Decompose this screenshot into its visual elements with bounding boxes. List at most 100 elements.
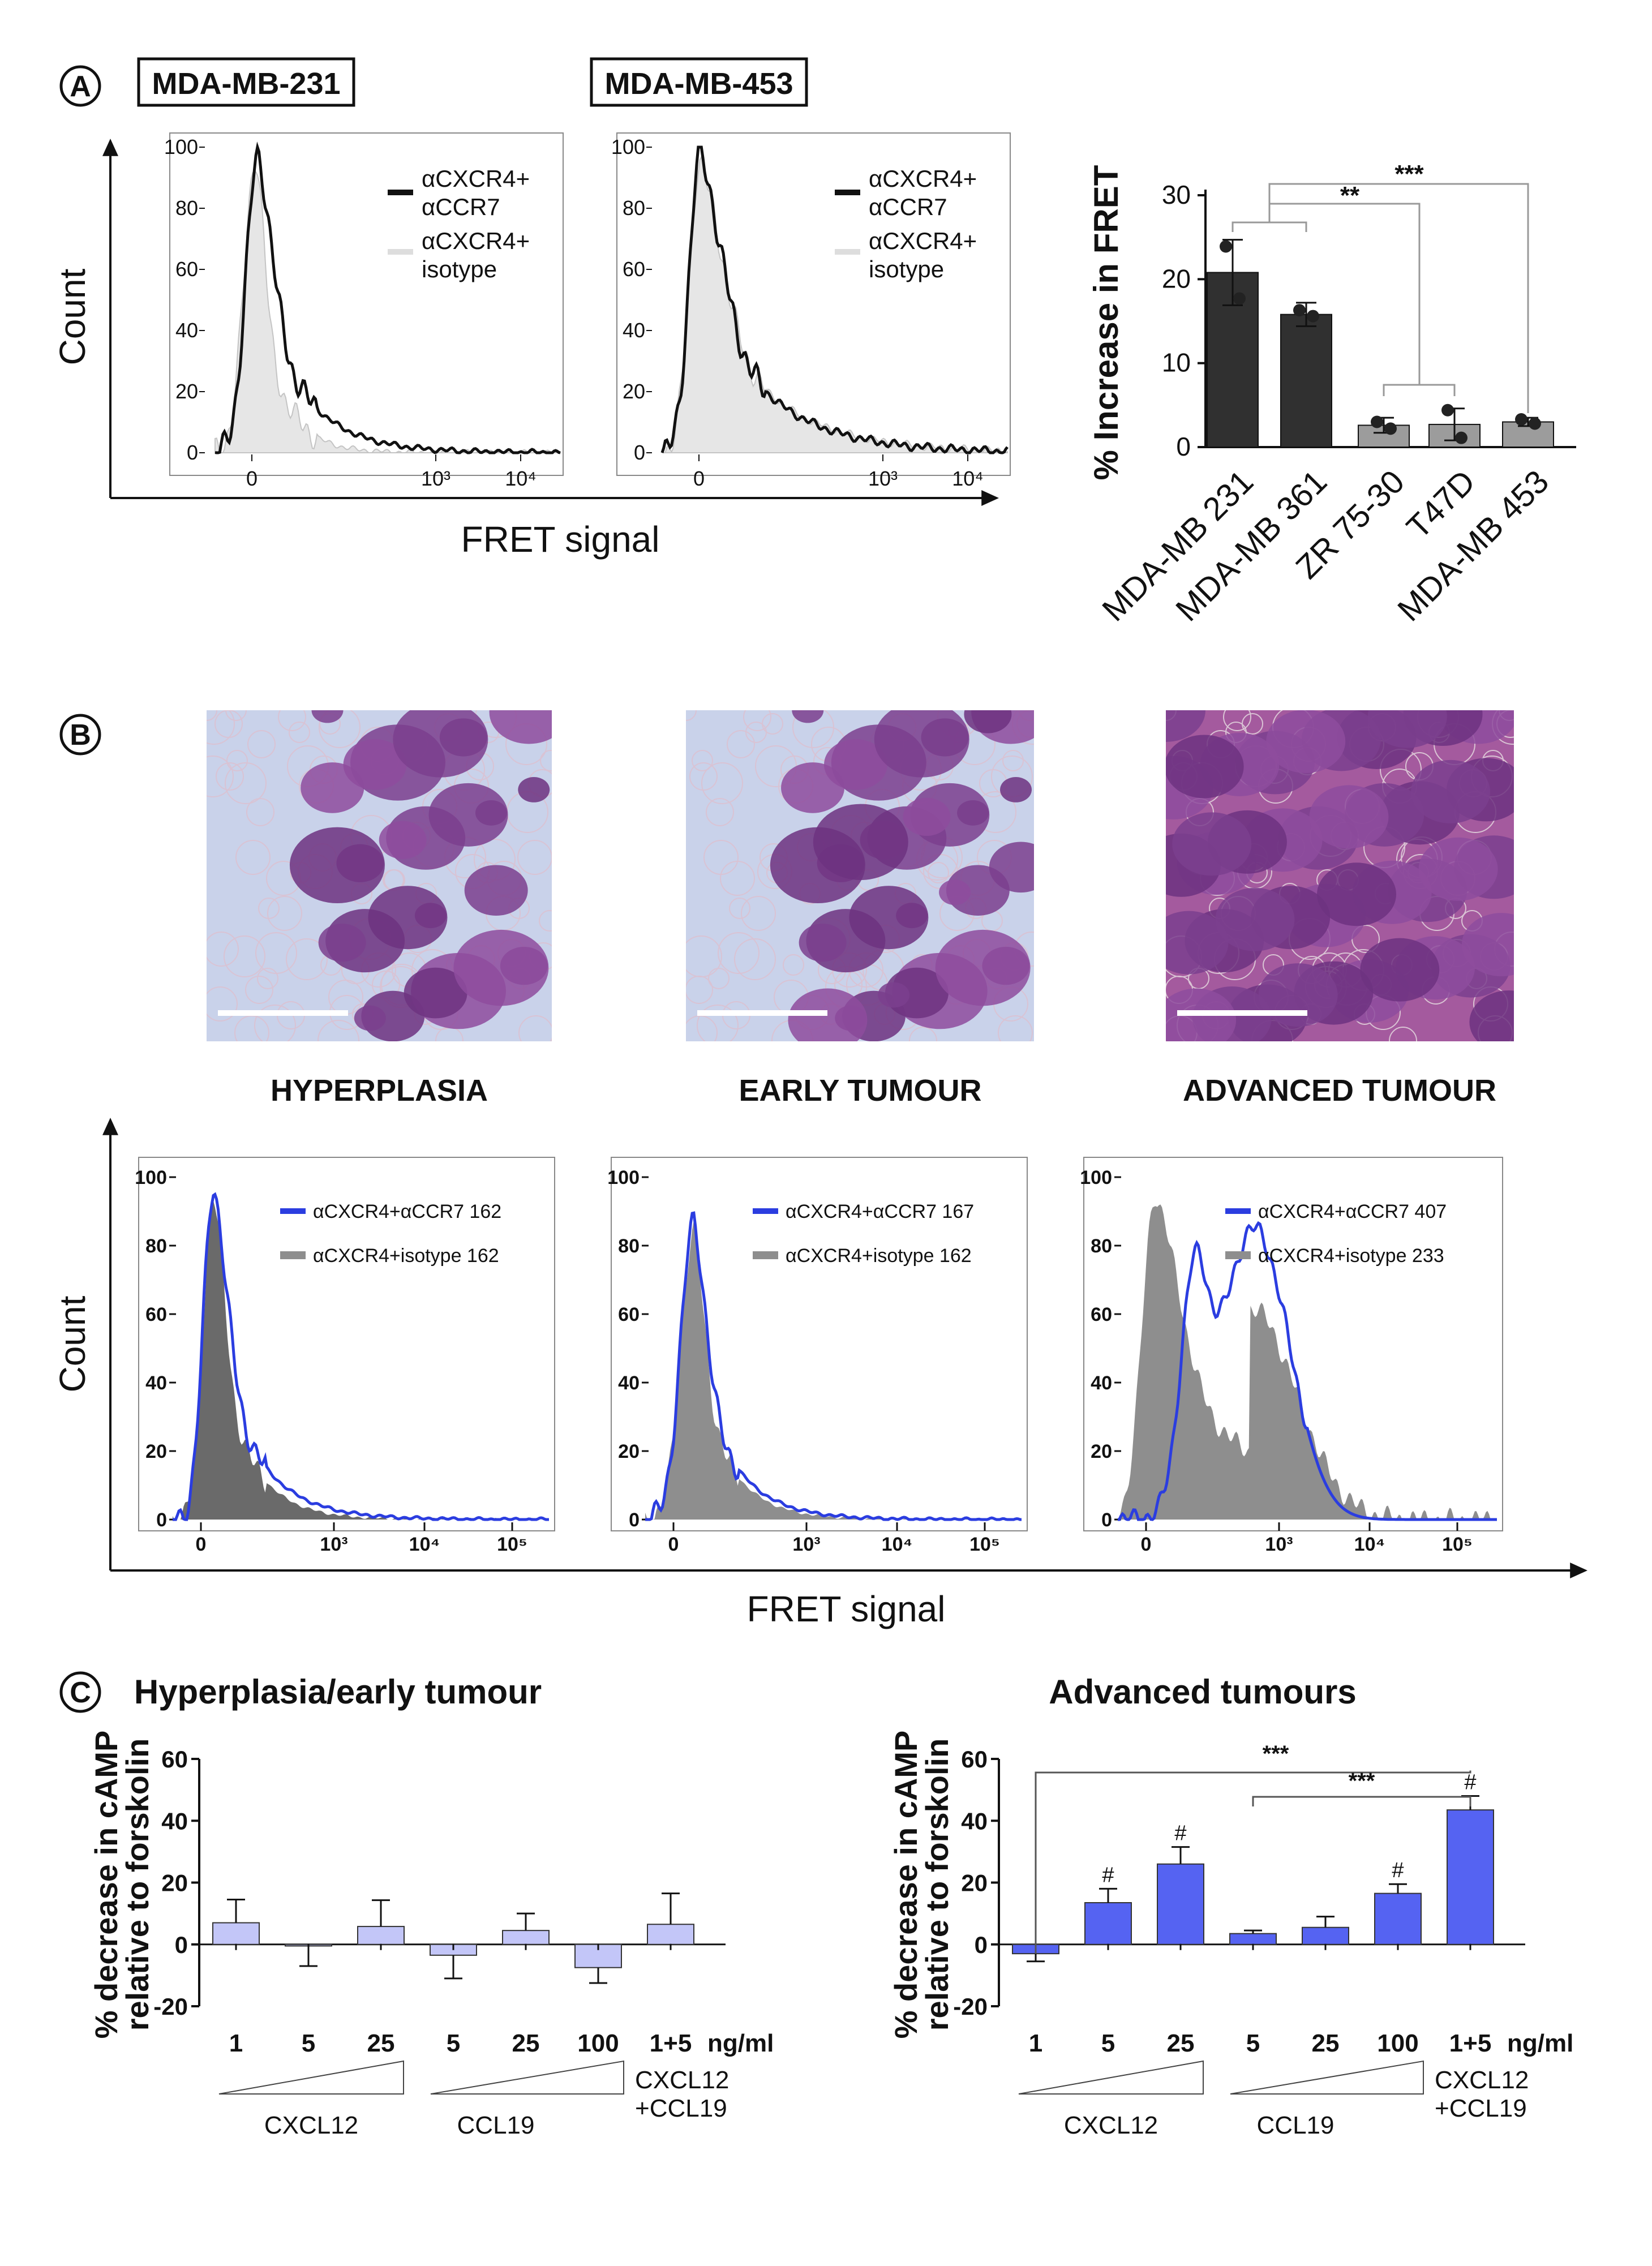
micrograph-cell-1-17 <box>909 1027 937 1041</box>
micrograph-cell-1-83 <box>697 1005 739 1041</box>
hist-b-ytick-1-4: 80 <box>618 1235 640 1257</box>
micrograph-cell-1-32 <box>692 750 713 771</box>
micrograph-cell-1-40 <box>783 954 804 976</box>
camp-group-ccl19-1: CCL19 <box>1257 2112 1335 2139</box>
micrograph-lobule-2-42 <box>1172 812 1252 876</box>
camp-hash-1-1: # <box>1102 1863 1114 1887</box>
micrograph-lobule-0-14 <box>289 827 385 903</box>
hist-b-ytick-0-2: 40 <box>145 1372 167 1394</box>
micrograph-lobule-1-31 <box>903 797 951 836</box>
hist-b-xtick-0-2: 10⁴ <box>409 1534 440 1555</box>
hist-a-ytick-0-5: 100 <box>164 135 198 158</box>
hist-a-ytick-1-2: 40 <box>623 319 645 342</box>
micrograph-lobule-0-20 <box>518 777 550 802</box>
camp-bar-0-2 <box>357 1926 405 1945</box>
hist-title-1: MDA-MB-453 <box>604 67 793 101</box>
fret-point-4-1 <box>1529 417 1541 430</box>
micrograph-cell-1-6 <box>998 1015 1033 1041</box>
hist-a-xtick-0-1: 10³ <box>421 467 450 490</box>
hist-a-xtick-0-0: 0 <box>246 467 258 490</box>
camp-conc-0-1: 5 <box>302 2029 315 2057</box>
camp-ramp-cxcl12-0 <box>218 2060 404 2095</box>
micrograph-cell-1-84 <box>762 713 783 735</box>
camp-conc-1-6: 1+5 <box>1449 2029 1492 2057</box>
micrograph-cell-0-52 <box>289 722 310 743</box>
fret-sig-double: ** <box>1340 182 1360 209</box>
camp-sig-outer-1: *** <box>1263 1741 1289 1766</box>
hist-b-ytick-1-2: 40 <box>618 1372 640 1394</box>
micrograph-cell-0-76 <box>225 710 247 721</box>
camp-sig-inner-1: *** <box>1349 1769 1375 1793</box>
panel-label-b: B <box>70 719 91 752</box>
fret-point-2-0 <box>1371 415 1383 428</box>
camp-bar-1-6 <box>1447 1809 1494 1945</box>
micrograph-cell-1-13 <box>689 762 718 791</box>
hist-b-ytick-2-3: 60 <box>1091 1304 1112 1325</box>
hist-a-ytick-1-5: 100 <box>611 135 645 158</box>
hist-b-ytick-0-1: 20 <box>145 1441 167 1462</box>
panel-a-x-label: FRET signal <box>461 519 660 560</box>
micrograph-cell-0-7 <box>225 762 267 804</box>
hist-b-xtick-2-2: 10⁴ <box>1354 1534 1385 1555</box>
micrograph-lobule-2-41 <box>1469 990 1514 1041</box>
panel-label-a: A <box>70 70 91 103</box>
hist-a-ccr7-0 <box>214 141 561 454</box>
camp-ytick-1-1: 0 <box>975 1932 988 1958</box>
camp-title-1: Advanced tumours <box>1049 1673 1356 1711</box>
fret-point-2-1 <box>1384 422 1397 435</box>
camp-hash-1-5: # <box>1392 1859 1404 1882</box>
panel-a-y-label: Count <box>52 268 93 365</box>
micrograph-cell-1-58 <box>720 861 755 896</box>
hist-b-legend-grey-1: αCXCR4+isotype 162 <box>786 1245 972 1267</box>
camp-ylabel2-1: relative to forskolin <box>919 1739 955 2031</box>
micrograph-lobule-2-38 <box>1317 862 1397 926</box>
micrograph-inner-2 <box>1166 710 1514 1041</box>
scale-bar-1 <box>697 1010 827 1016</box>
micrograph-cell-2-84 <box>1242 713 1263 735</box>
hist-a-xtick-1-1: 10³ <box>868 467 898 490</box>
hist-a-isotype-0 <box>214 171 561 453</box>
camp-ytick-0-1: 0 <box>175 1932 188 1958</box>
camp-ylabel1-0: % decrease in cAMP <box>88 1731 124 2039</box>
micrograph-1 <box>686 710 1034 1041</box>
fret-point-4-0 <box>1515 413 1527 426</box>
camp-ylabel1-1: % decrease in cAMP <box>888 1731 924 2039</box>
micrograph-0 <box>207 710 552 1041</box>
hist-b-legend-blue-2: αCXCR4+αCCR7 407 <box>1258 1201 1447 1222</box>
fret-point-3-1 <box>1455 431 1468 444</box>
micrograph-lobule-0-13 <box>489 710 552 744</box>
hist-b-xtick-1-3: 10⁵ <box>969 1534 1000 1555</box>
micrograph-lobule-1-23 <box>849 886 929 950</box>
hist-b-frame-1 <box>611 1157 1028 1531</box>
micrograph-cell-1-45 <box>706 798 734 826</box>
micrograph-cell-1-33 <box>743 710 771 731</box>
micrograph-lobule-1-29 <box>813 804 908 881</box>
camp-ylabel2-0: relative to forskolin <box>119 1739 155 2031</box>
camp-conc-0-2: 25 <box>367 2029 395 2057</box>
micrograph-cell-0-13 <box>216 762 244 791</box>
fret-bar-ytick-0: 0 <box>1176 432 1191 461</box>
hist-b-ytick-1-3: 60 <box>618 1304 640 1325</box>
micrograph-lobule-1-25 <box>939 879 971 905</box>
panel-label-b-circle <box>59 714 101 756</box>
micrograph-lobule-1-24 <box>874 710 969 778</box>
micrograph-lobule-1-22 <box>823 739 887 790</box>
micrograph-cell-0-63 <box>207 756 234 797</box>
camp-bar-0-4 <box>502 1930 550 1945</box>
micrograph-cell-0-44 <box>540 750 552 771</box>
camp-unit-1: ng/ml <box>1507 2029 1573 2057</box>
micrograph-cell-0-33 <box>278 710 306 731</box>
hist-b-ccr7-1 <box>645 1211 1022 1521</box>
hist-b-frame-0 <box>138 1157 555 1531</box>
micrograph-lobule-2-28 <box>1166 988 1237 1041</box>
hist-b-ytick-0-5: 100 <box>135 1167 167 1188</box>
micrograph-lobule-0-0 <box>311 710 344 723</box>
hist-a-legend-light2-0: isotype <box>422 256 497 282</box>
hist-a-ytick-1-1: 20 <box>623 380 645 403</box>
micrograph-lobule-2-33 <box>1411 759 1491 823</box>
hist-a-legend-dark1-1: αCXCR4+ <box>869 165 977 192</box>
micrograph-cell-1-7 <box>701 762 743 804</box>
micrograph-lobule-0-16 <box>379 821 427 859</box>
micrograph-cell-1-44 <box>1002 750 1024 771</box>
